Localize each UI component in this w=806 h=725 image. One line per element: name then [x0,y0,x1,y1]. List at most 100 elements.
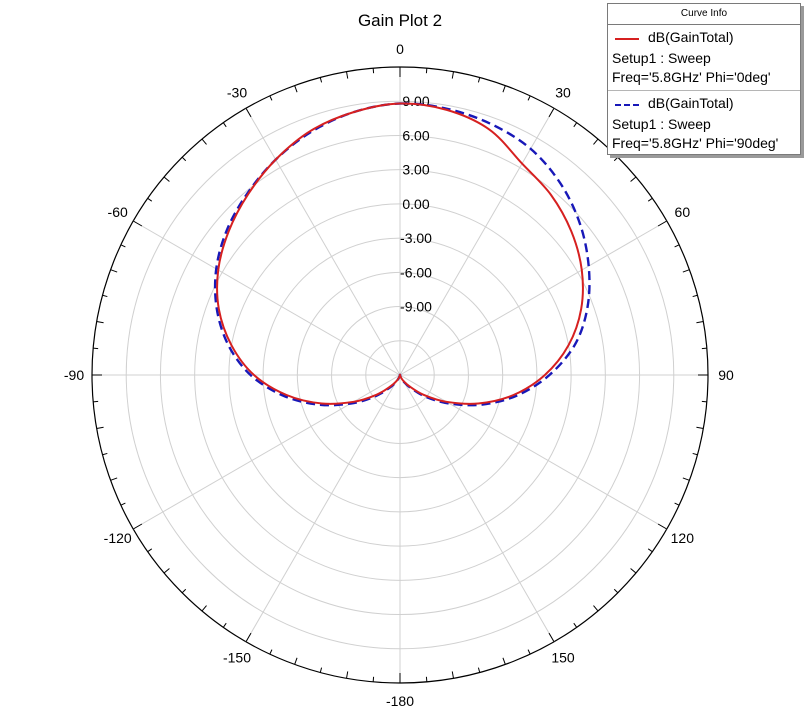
legend-swatch-solid [615,38,639,40]
angle-label: -60 [108,204,128,220]
series-line-phi-0 [216,102,584,405]
legend-series-name: dB(GainTotal) [648,95,734,111]
radial-label: -6.00 [400,264,432,280]
angle-tick [692,294,698,298]
angle-label: -120 [104,530,132,546]
angle-tick [102,294,108,298]
angle-tick [163,176,170,182]
legend-series-freq: Freq='5.8GHz' Phi='0deg' [612,69,771,85]
angle-tick [147,197,153,202]
angle-tick [147,548,153,553]
legend-series-name: dB(GainTotal) [648,29,734,45]
angle-tick [96,321,104,324]
angle-tick [613,588,619,594]
angle-ticks [92,67,708,683]
angle-tick [451,71,454,79]
curves [213,102,591,407]
grid-spoke [399,220,667,376]
angle-tick [346,671,349,679]
angle-tick [682,269,690,273]
angle-tick [477,77,481,83]
angle-tick [181,156,187,162]
angle-tick [346,71,349,79]
angle-tick [502,657,506,665]
angle-tick [682,477,690,481]
angle-label: 0 [396,41,404,57]
legend[interactable]: Curve Info dB(GainTotal) Setup1 : Sweep … [607,3,801,155]
angle-tick [657,220,667,227]
angle-tick [163,568,170,574]
angle-label: -90 [64,367,84,383]
legend-entry-phi-90[interactable]: dB(GainTotal) Setup1 : Sweep Freq='5.8GH… [608,90,800,156]
legend-swatch-dashed [615,104,639,106]
angle-tick [294,657,298,665]
angle-tick [319,667,323,673]
radial-label: -9.00 [400,299,432,315]
angle-label: 120 [671,530,695,546]
legend-title: Curve Info [608,4,800,25]
angle-tick [630,176,637,182]
angle-tick [96,426,104,429]
grid-spoke [399,374,555,642]
angle-tick [593,605,599,612]
angle-tick [133,523,143,530]
angle-tick [593,138,599,145]
angle-tick [502,85,506,93]
angle-tick [696,426,704,429]
angle-tick [102,452,108,456]
angle-tick [674,502,680,506]
angle-tick [477,667,481,673]
angle-tick [222,122,227,128]
angle-tick [674,244,680,248]
angle-tick [120,244,126,248]
angle-tick [657,523,667,530]
angle-label: -30 [227,85,247,101]
angle-label: 90 [718,367,734,383]
angle-tick [269,95,273,101]
radial-label: -3.00 [400,230,432,246]
radial-labels: -9.00 -6.00 -3.00 0.00 3.00 6.00 9.00 [400,93,432,314]
legend-series-setup: Setup1 : Sweep [612,116,711,132]
angle-tick [201,138,207,145]
angle-tick [269,649,273,655]
angle-tick [201,605,207,612]
angle-tick [222,622,227,628]
angle-labels: 0 30 60 90 120 150 -180 -150 -120 -90 -60 -30 [64,41,734,709]
angle-tick [245,108,252,118]
angle-tick [245,632,252,642]
angle-tick [294,85,298,93]
grid-spoke [245,108,401,376]
angle-tick [527,95,531,101]
angle-tick [548,632,555,642]
angle-tick [573,122,578,128]
radial-label: 6.00 [402,127,429,143]
angle-tick [181,588,187,594]
grid-spoke [399,108,555,376]
radial-label: 0.00 [402,196,429,212]
angle-tick [613,156,619,162]
series-line-phi-90 [213,102,591,407]
angle-tick [573,622,578,628]
angle-label: 150 [551,649,575,665]
angle-tick [696,321,704,324]
angle-label: -180 [386,693,414,709]
angle-tick [630,568,637,574]
angle-label: -150 [223,649,251,665]
radial-label: 9.00 [402,93,429,109]
grid-spoke [133,220,401,376]
angle-tick [527,649,531,655]
grid-spoke [245,374,401,642]
angle-tick [647,197,653,202]
chart-title: Gain Plot 2 [358,11,442,30]
legend-series-freq: Freq='5.8GHz' Phi='90deg' [612,135,779,151]
legend-entry-phi-0[interactable]: dB(GainTotal) Setup1 : Sweep Freq='5.8GH… [608,25,800,90]
angle-label: 30 [555,85,571,101]
angle-tick [120,502,126,506]
angle-tick [548,108,555,118]
angle-tick [647,548,653,553]
angle-tick [133,220,143,227]
angle-tick [692,452,698,456]
angle-tick [451,671,454,679]
angle-label: 60 [675,204,691,220]
